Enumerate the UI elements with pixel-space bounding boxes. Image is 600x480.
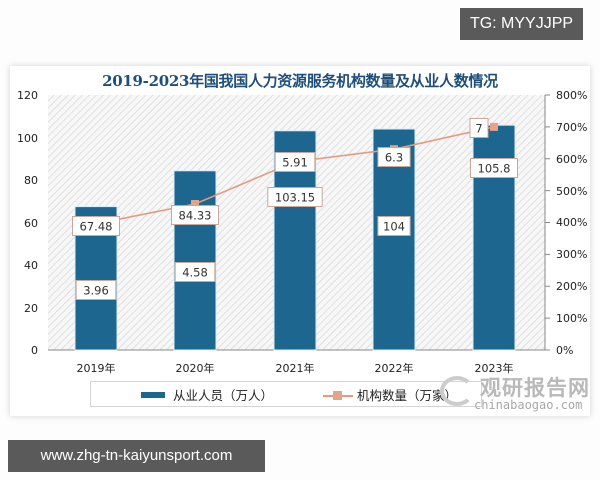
data-label: 4.58 (174, 262, 216, 282)
data-label: 5.91 (274, 152, 316, 172)
right-tick: 600% (556, 153, 587, 166)
watermark-brand-en: chinabaogao.com (474, 398, 583, 412)
data-label: 67.48 (72, 216, 120, 236)
watermark: 观研报告网 chinabaogao.com (440, 372, 590, 416)
left-tick: 100 (17, 132, 38, 145)
x-tick: 2020年 (176, 361, 215, 375)
left-tick: 120 (17, 89, 38, 102)
left-tick: 0 (31, 344, 38, 357)
x-tick: 2021年 (276, 361, 315, 375)
svg-text:84.33: 84.33 (179, 209, 212, 223)
data-label: 105.8 (470, 158, 518, 178)
line-marker-swatch-icon (323, 389, 353, 401)
tg-badge: TG: MYYJJPP (460, 8, 583, 40)
svg-text:6.3: 6.3 (385, 151, 403, 165)
x-tick: 2019年 (77, 361, 116, 375)
data-label: 7 (469, 118, 489, 138)
left-tick: 60 (24, 217, 38, 230)
data-labels: 67.48 84.33 103.15 104 105.8 3.96 4.58 5.91 6.3 7 (72, 118, 518, 300)
svg-text:4.58: 4.58 (182, 266, 208, 280)
data-label: 6.3 (377, 147, 411, 167)
x-tick: 2022年 (375, 361, 414, 375)
svg-text:105.8: 105.8 (478, 162, 511, 176)
url-badge: www.zhg-tn-kaiyunsport.com (8, 440, 265, 472)
right-tick: 500% (556, 185, 587, 198)
x-axis: 2019年 2020年 2021年 2022年 2023年 (77, 361, 514, 375)
right-tick: 200% (556, 280, 587, 293)
right-tick: 800% (556, 89, 587, 102)
legend-item-institutions: 机构数量（万家） (323, 385, 457, 404)
bar-swatch-icon (141, 391, 165, 398)
watermark-brand-cn: 观研报告网 (480, 376, 590, 400)
line-marker (490, 122, 498, 131)
right-tick: 700% (556, 121, 587, 134)
legend-label: 从业人员（万人） (173, 388, 274, 403)
svg-text:67.48: 67.48 (80, 220, 113, 234)
chart-title: 2019-2023年国我国人力资源服务机构数量及从业人数情况 (102, 72, 498, 90)
left-tick: 40 (24, 259, 38, 272)
svg-text:103.15: 103.15 (275, 191, 315, 205)
watermark-logo-icon (440, 376, 474, 406)
svg-text:5.91: 5.91 (282, 156, 308, 170)
x-tick: 2023年 (475, 361, 514, 375)
right-tick: 400% (556, 216, 587, 229)
svg-text:104: 104 (383, 220, 405, 234)
svg-text:7: 7 (475, 122, 482, 136)
data-label: 3.96 (75, 280, 117, 300)
data-label: 84.33 (171, 205, 219, 225)
left-tick: 20 (24, 302, 38, 315)
data-label: 104 (377, 216, 411, 236)
data-label: 103.15 (267, 187, 323, 207)
legend-label: 机构数量（万家） (357, 388, 458, 403)
left-tick: 80 (24, 174, 38, 187)
svg-text:3.96: 3.96 (83, 284, 109, 298)
legend: 从业人员（万人） 机构数量（万家） (90, 381, 482, 407)
line-marker (191, 200, 199, 209)
legend-item-employees: 从业人员（万人） (141, 385, 273, 404)
right-tick: 300% (556, 248, 587, 261)
right-axis: 0% 100% 200% 300% 400% 500% 600% 700% 80… (556, 89, 587, 357)
right-tick: 0% (556, 344, 573, 357)
left-axis: 0 20 40 60 80 100 120 (17, 89, 38, 357)
right-tick: 100% (556, 312, 587, 325)
